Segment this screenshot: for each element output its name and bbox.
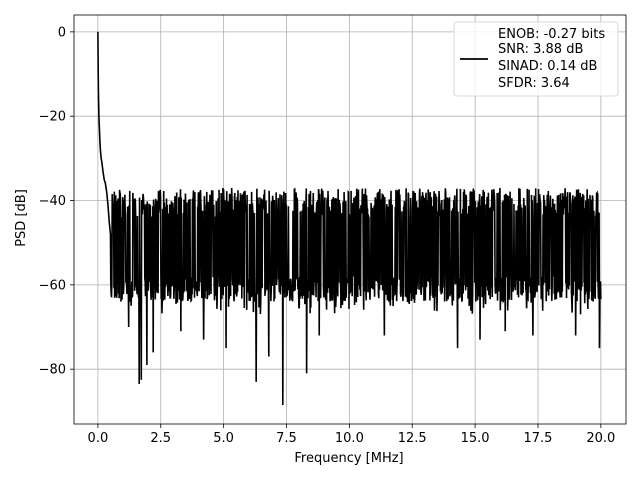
x-tick-label: 17.5 [524,431,553,446]
y-tick-label: −60 [39,278,66,293]
x-tick-label: 20.0 [586,431,615,446]
y-axis-ticks: 0 −20 −40 −60 −80 [39,25,74,378]
y-tick-label: −80 [39,363,66,378]
legend: ENOB: -0.27 bits SNR: 3.88 dB SINAD: 0.1… [453,21,619,97]
x-tick-label: 2.5 [150,431,171,446]
plot-area [97,31,602,406]
axes-frame [73,14,627,425]
legend-box [453,21,619,97]
legend-entry-snr: SNR: 3.88 dB [498,42,583,57]
y-axis-title: PSD [dB] [14,189,29,247]
x-tick-label: 0.0 [88,431,109,446]
x-axis-title: Frequency [MHz] [294,451,403,466]
x-tick-label: 15.0 [461,431,490,446]
legend-entry-sfdr: SFDR: 3.64 [498,76,570,91]
legend-entry-sinad: SINAD: 0.14 dB [498,59,597,74]
y-tick-label: −20 [39,110,66,125]
x-tick-label: 5.0 [213,431,234,446]
x-tick-label: 12.5 [398,431,427,446]
psd-series-line [97,31,602,406]
y-tick-label: 0 [58,25,66,40]
x-tick-label: 10.0 [335,431,364,446]
legend-entry-enob: ENOB: -0.27 bits [498,27,605,42]
x-axis-ticks: 0.0 2.5 5.0 7.5 10.0 12.5 15.0 17.5 20.0 [88,424,615,446]
x-tick-label: 7.5 [276,431,297,446]
y-tick-label: −40 [39,194,66,209]
